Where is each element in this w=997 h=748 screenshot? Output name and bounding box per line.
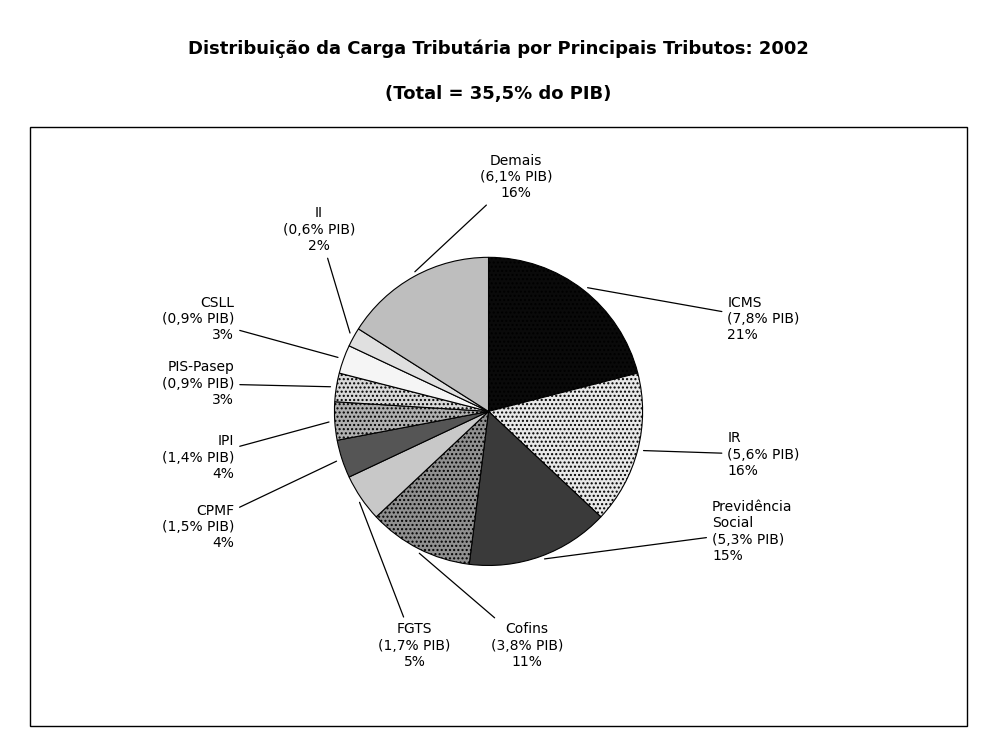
Text: IR
(5,6% PIB)
16%: IR (5,6% PIB) 16% (643, 432, 800, 478)
Text: ICMS
(7,8% PIB)
21%: ICMS (7,8% PIB) 21% (587, 288, 800, 342)
Text: Distribuição da Carga Tributária por Principais Tributos: 2002: Distribuição da Carga Tributária por Pri… (188, 40, 809, 58)
Wedge shape (349, 329, 489, 411)
Wedge shape (489, 373, 643, 517)
Text: CSLL
(0,9% PIB)
3%: CSLL (0,9% PIB) 3% (162, 295, 338, 358)
Wedge shape (334, 402, 489, 441)
Wedge shape (339, 346, 489, 411)
Text: PIS-Pasep
(0,9% PIB)
3%: PIS-Pasep (0,9% PIB) 3% (162, 361, 331, 407)
Text: FGTS
(1,7% PIB)
5%: FGTS (1,7% PIB) 5% (360, 503, 451, 669)
Text: (Total = 35,5% do PIB): (Total = 35,5% do PIB) (385, 85, 612, 102)
Wedge shape (335, 373, 489, 411)
Wedge shape (376, 411, 489, 564)
Text: Cofins
(3,8% PIB)
11%: Cofins (3,8% PIB) 11% (420, 554, 563, 669)
Text: IPI
(1,4% PIB)
4%: IPI (1,4% PIB) 4% (162, 422, 329, 481)
Text: Previdência
Social
(5,3% PIB)
15%: Previdência Social (5,3% PIB) 15% (544, 500, 793, 563)
Text: CPMF
(1,5% PIB)
4%: CPMF (1,5% PIB) 4% (162, 462, 337, 551)
Text: II
(0,6% PIB)
2%: II (0,6% PIB) 2% (283, 206, 355, 333)
Wedge shape (470, 411, 601, 565)
Text: Demais
(6,1% PIB)
16%: Demais (6,1% PIB) 16% (415, 154, 552, 272)
Wedge shape (359, 257, 489, 411)
Wedge shape (337, 411, 489, 477)
Wedge shape (489, 257, 638, 411)
Wedge shape (349, 411, 489, 517)
